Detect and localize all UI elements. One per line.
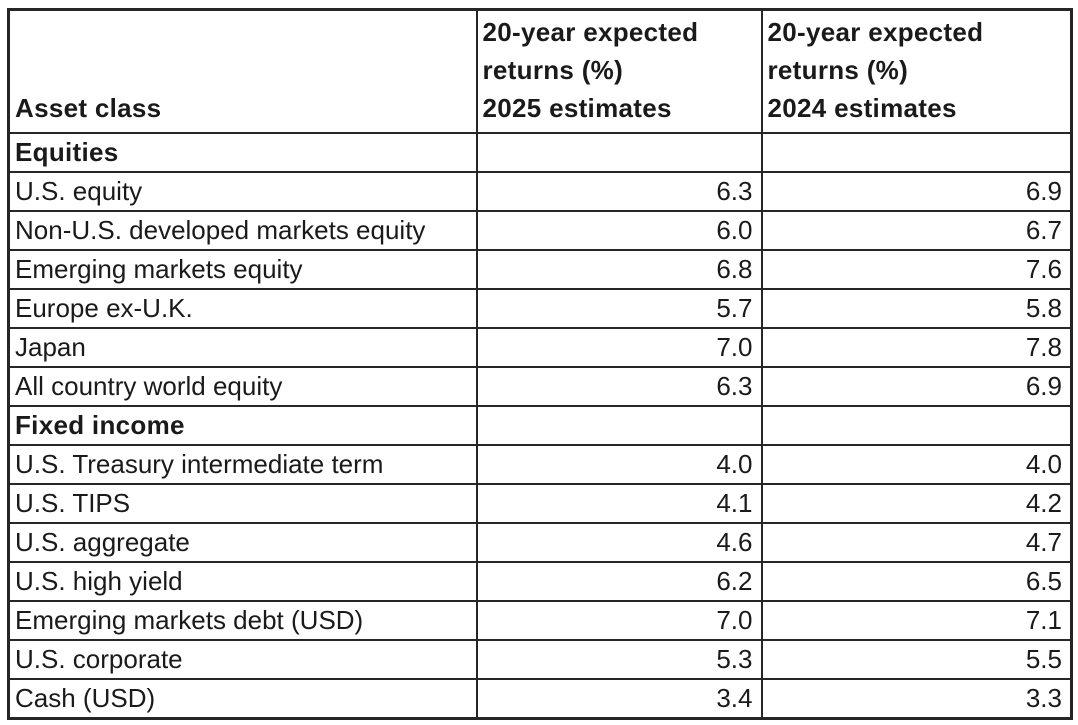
value-2024: 4.0 xyxy=(760,444,1073,486)
value-2025: 4.0 xyxy=(475,444,763,486)
value-2025 xyxy=(475,131,763,174)
value-2024: 6.5 xyxy=(760,561,1073,603)
header-2024-estimates: 20-year expected returns (%) 2024 estima… xyxy=(760,8,1073,134)
value-2025: 6.2 xyxy=(475,561,763,603)
value-2024: 7.8 xyxy=(760,327,1073,369)
value-2025: 6.0 xyxy=(475,210,763,252)
row-label: U.S. TIPS xyxy=(7,483,478,525)
table-row: U.S. equity 6.3 6.9 xyxy=(7,171,1073,213)
value-2024: 4.2 xyxy=(760,483,1073,525)
value-2025: 5.3 xyxy=(475,639,763,681)
value-2025: 4.1 xyxy=(475,483,763,525)
row-label: U.S. corporate xyxy=(7,639,478,681)
value-2024: 4.7 xyxy=(760,522,1073,564)
row-label: Europe ex-U.K. xyxy=(7,288,478,330)
value-2025: 6.3 xyxy=(475,171,763,213)
row-label: U.S. Treasury intermediate term xyxy=(7,444,478,486)
section-row-fixed-income: Fixed income xyxy=(7,405,1073,447)
section-row-equities: Equities xyxy=(7,131,1073,174)
expected-returns-table: Asset class 20-year expected returns (%)… xyxy=(7,8,1073,720)
row-label: All country world equity xyxy=(7,366,478,408)
table-row: Non-U.S. developed markets equity 6.0 6.… xyxy=(7,210,1073,252)
section-label: Equities xyxy=(7,131,478,174)
row-label: Japan xyxy=(7,327,478,369)
row-label: U.S. equity xyxy=(7,171,478,213)
table-row: U.S. corporate 5.3 5.5 xyxy=(7,639,1073,681)
table-row: Emerging markets equity 6.8 7.6 xyxy=(7,249,1073,291)
value-2025 xyxy=(475,405,763,447)
value-2025: 3.4 xyxy=(475,678,763,720)
row-label: U.S. high yield xyxy=(7,561,478,603)
table-row: Japan 7.0 7.8 xyxy=(7,327,1073,369)
row-label: Emerging markets debt (USD) xyxy=(7,600,478,642)
row-label: U.S. aggregate xyxy=(7,522,478,564)
value-2024: 7.1 xyxy=(760,600,1073,642)
value-2025: 6.3 xyxy=(475,366,763,408)
value-2024: 7.6 xyxy=(760,249,1073,291)
table-row: Emerging markets debt (USD) 7.0 7.1 xyxy=(7,600,1073,642)
table-row: All country world equity 6.3 6.9 xyxy=(7,366,1073,408)
value-2024: 6.9 xyxy=(760,366,1073,408)
value-2024: 5.5 xyxy=(760,639,1073,681)
value-2024: 6.9 xyxy=(760,171,1073,213)
table-row: Europe ex-U.K. 5.7 5.8 xyxy=(7,288,1073,330)
table-row: Cash (USD) 3.4 3.3 xyxy=(7,678,1073,720)
row-label: Cash (USD) xyxy=(7,678,478,720)
table-row: U.S. TIPS 4.1 4.2 xyxy=(7,483,1073,525)
value-2025: 4.6 xyxy=(475,522,763,564)
value-2025: 5.7 xyxy=(475,288,763,330)
value-2024: 3.3 xyxy=(760,678,1073,720)
value-2025: 7.0 xyxy=(475,327,763,369)
header-row: Asset class 20-year expected returns (%)… xyxy=(7,8,1073,134)
table-row: U.S. aggregate 4.6 4.7 xyxy=(7,522,1073,564)
row-label: Emerging markets equity xyxy=(7,249,478,291)
value-2024: 5.8 xyxy=(760,288,1073,330)
value-2025: 6.8 xyxy=(475,249,763,291)
table-header: Asset class 20-year expected returns (%)… xyxy=(7,8,1073,134)
table-row: U.S. high yield 6.2 6.5 xyxy=(7,561,1073,603)
value-2024 xyxy=(760,405,1073,447)
value-2024 xyxy=(760,131,1073,174)
value-2024: 6.7 xyxy=(760,210,1073,252)
table-body: Equities U.S. equity 6.3 6.9 Non-U.S. de… xyxy=(7,131,1073,720)
table-row: U.S. Treasury intermediate term 4.0 4.0 xyxy=(7,444,1073,486)
value-2025: 7.0 xyxy=(475,600,763,642)
row-label: Non-U.S. developed markets equity xyxy=(7,210,478,252)
header-2025-estimates: 20-year expected returns (%) 2025 estima… xyxy=(475,8,763,134)
header-asset-class: Asset class xyxy=(7,8,478,134)
section-label: Fixed income xyxy=(7,405,478,447)
